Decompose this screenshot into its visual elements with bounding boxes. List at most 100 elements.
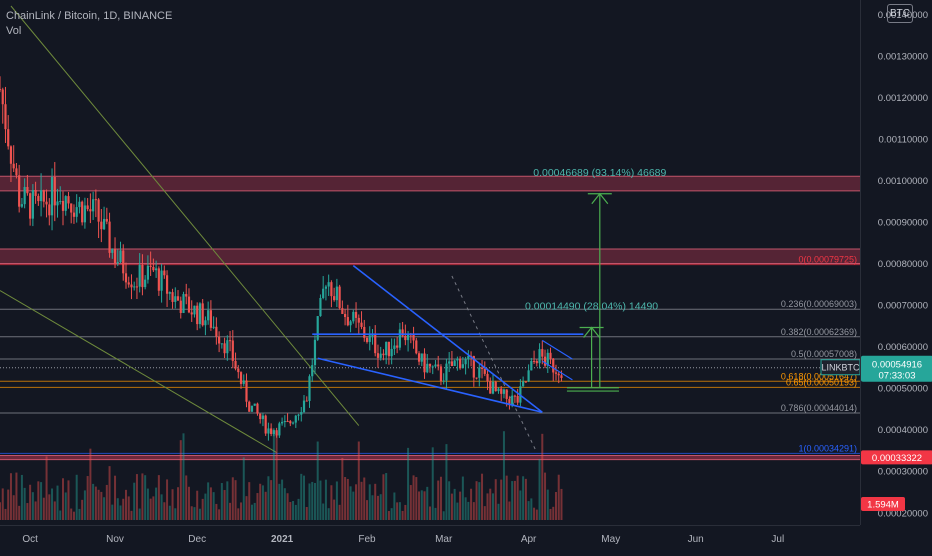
candle-down [357, 314, 360, 335]
candle-up [445, 358, 448, 389]
candle-body [396, 345, 399, 348]
candle-down [70, 203, 73, 224]
candle-body [56, 201, 59, 206]
volume-bar-up [207, 482, 210, 520]
volume-bar-up [497, 503, 500, 520]
measure-label: 0.00014490 (28.04%) 14490 [525, 301, 658, 313]
candle-body [554, 372, 558, 374]
candle-body [283, 421, 286, 423]
candle-down [483, 361, 486, 377]
candle-down [428, 363, 432, 373]
candle-up [313, 335, 317, 375]
candle-body [89, 209, 92, 212]
candle-body [281, 421, 284, 424]
candle-down [363, 319, 366, 342]
candle-up [431, 365, 434, 375]
price-chart[interactable]: 0(0.00079725) 0.236(0.00069003) 0.382(0.00… [0, 0, 861, 525]
candle-up [144, 275, 147, 290]
candle-body [39, 190, 43, 202]
candle-body [234, 360, 237, 369]
volume-bar-down [516, 475, 519, 520]
candle-body [437, 364, 440, 367]
volume-bar-down [357, 441, 360, 520]
volume-bar-down [171, 489, 174, 520]
volume-indicator-label[interactable]: Vol [6, 25, 22, 37]
volume-bar-up [311, 481, 314, 520]
candle-down [157, 266, 160, 296]
volume-bar-up [464, 497, 467, 520]
volume-bar-down [240, 502, 243, 520]
volume-bar-up [168, 505, 171, 520]
symbol-badge-label: LINKBTC [821, 363, 860, 373]
volume-bar-up [379, 494, 382, 520]
price-tick-label: 0.00070000 [878, 301, 928, 312]
volume-bar-down [409, 485, 412, 520]
candle-body [7, 129, 10, 147]
candle-body [302, 400, 306, 413]
chart-area[interactable]: 0(0.00079725) 0.236(0.00069003) 0.382(0.00… [0, 0, 861, 525]
candle-up [92, 191, 95, 220]
currency-badge[interactable]: BTC [887, 4, 913, 23]
candle-body [94, 199, 97, 201]
volume-bar-down [122, 498, 125, 520]
volume-bar-down [423, 491, 426, 520]
candle-up [519, 379, 522, 407]
candle-body [417, 353, 421, 362]
volume-bar-down [256, 493, 259, 520]
candle-body [305, 400, 308, 402]
volume-bar-down [81, 499, 84, 520]
candle-down [34, 181, 37, 204]
volume-bar-down [141, 473, 144, 520]
time-axis[interactable]: Oct Nov Dec 2021 Feb Mar Apr May Jun Jul [0, 525, 860, 551]
candle-body [535, 360, 538, 364]
candle-down [4, 86, 7, 143]
volume-bar-down [475, 481, 478, 520]
volume-bar-up [442, 511, 445, 520]
candle-down [264, 414, 267, 436]
volume-bar-up [267, 476, 270, 520]
price-tick-label: 0.00130000 [878, 51, 928, 62]
price-axis[interactable]: 0.00140000 0.00130000 0.00120000 0.00110000… [860, 0, 932, 525]
candle-body [108, 221, 111, 253]
candle-body [483, 368, 486, 374]
time-tick-label: Jul [771, 534, 784, 545]
candle-up [461, 356, 464, 369]
candle-body [124, 273, 128, 283]
volume-bar-down [412, 475, 415, 520]
volume-bar-up [511, 481, 514, 520]
candle-body [278, 423, 281, 436]
symbol-title[interactable]: ChainLink / Bitcoin, 1D, BINANCE [6, 10, 173, 22]
candle-down [270, 423, 273, 437]
candle-down [245, 373, 248, 408]
price-tick-label: 0.00060000 [878, 342, 928, 353]
candle-body [286, 421, 289, 423]
volume-bar-down [500, 479, 503, 520]
candle-body [264, 415, 267, 434]
candle-down [37, 193, 40, 206]
candle-up [207, 301, 210, 325]
candle-down [516, 388, 519, 406]
volume-bar-up [292, 500, 295, 520]
candle-body [557, 373, 560, 376]
volume-bar-up [78, 508, 81, 520]
volume-bar-up [182, 433, 185, 520]
candle-down [415, 337, 418, 355]
volume-bar-down [259, 483, 262, 520]
candle-down [165, 270, 169, 308]
candle-body [270, 428, 273, 434]
candle-up [385, 341, 388, 365]
candle-body [86, 205, 89, 210]
volume-bar-up [40, 482, 43, 520]
candle-down [524, 381, 527, 384]
zone-band [0, 455, 860, 460]
volume-bar-down [108, 466, 111, 520]
time-tick-label: Nov [106, 534, 124, 545]
flag-upper-line [541, 339, 573, 360]
volume-bar-down [29, 484, 32, 520]
candle-body [357, 317, 360, 323]
candle-down [171, 288, 174, 309]
candle-body [163, 270, 166, 276]
price-tick-label: 0.00080000 [878, 259, 928, 270]
candle-down [218, 331, 221, 353]
candle-up [322, 276, 325, 300]
